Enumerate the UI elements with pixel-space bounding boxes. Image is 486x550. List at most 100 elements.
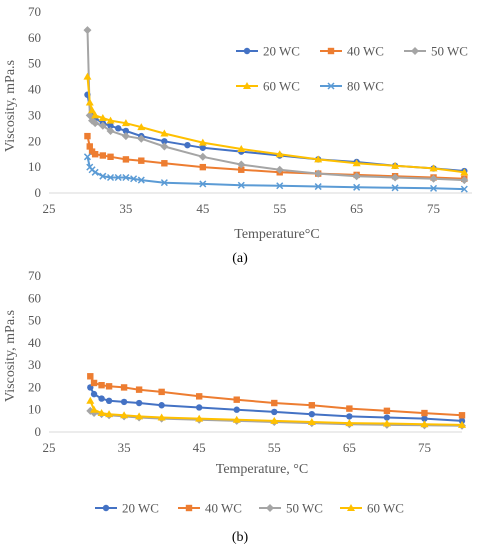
- panel-a-data-point: [460, 185, 468, 193]
- panel-a-data-point: [121, 132, 130, 141]
- panel-b-legend-item: 50 WC: [259, 501, 323, 516]
- panel-a-legend-label: 80 WC: [347, 79, 384, 94]
- panel-a-data-point: [161, 160, 168, 167]
- panel-a-data-point: [107, 122, 114, 129]
- panel-a-data-point: [83, 26, 92, 35]
- panel-b-data-point: [383, 414, 391, 421]
- panel-b-legend-marker: [266, 504, 274, 512]
- panel-a-data-point: [91, 111, 100, 119]
- panel-b-y-tick-label: 30: [28, 357, 41, 372]
- panel-b-legend-label: 60 WC: [367, 501, 404, 516]
- panel-a-data-point: [107, 153, 114, 160]
- panel-a-data-point: [429, 174, 438, 183]
- panel-a-data-point: [352, 172, 361, 181]
- panel-b-data-point: [270, 416, 279, 424]
- panel-a-y-tick-label: 70: [28, 4, 41, 19]
- panel-b-data-point: [271, 399, 278, 407]
- panel-b-legend-label: 40 WC: [205, 501, 242, 516]
- panel-a-data-point: [314, 155, 323, 163]
- panel-b-data-point: [90, 390, 98, 398]
- panel-a-y-tick-label: 10: [28, 159, 41, 174]
- panel-a-x-tick-label: 75: [427, 201, 440, 216]
- panel-b-data-point: [233, 396, 240, 403]
- panel-a-data-point: [199, 180, 207, 188]
- panel-a-data-point: [138, 157, 145, 164]
- panel-a-data-point: [238, 166, 245, 173]
- panel-a-x-tick-label: 65: [350, 201, 363, 216]
- panel-b-data-point: [135, 399, 143, 407]
- panel-b-data-point: [195, 414, 204, 422]
- panel-a-data-point: [275, 165, 284, 174]
- panel-a-data-point: [184, 141, 191, 149]
- panel-a-y-tick-label: 20: [28, 133, 41, 148]
- panel-b-legend-marker: [102, 504, 110, 512]
- panel-a-data-point: [352, 159, 361, 167]
- panel-b-data-point: [458, 412, 466, 419]
- panel-a-data-point: [137, 176, 145, 184]
- panel-a-data-point: [460, 176, 469, 185]
- panel-a-data-point: [106, 126, 115, 135]
- chart-panel-b: 0 10 20 30 40 50 60 70 25 35 45 55 65 75 20 WC 40 WC 50…: [3, 268, 466, 545]
- panel-a-data-point: [122, 173, 130, 182]
- panel-b-data-point: [421, 415, 428, 422]
- panel-a-data-point: [314, 183, 322, 191]
- panel-a-y-tick-label: 60: [28, 30, 41, 45]
- panel-a-legend-label: 60 WC: [263, 79, 300, 94]
- panel-b-data-point: [308, 410, 316, 418]
- panel-b-axes: 0 10 20 30 40 50 60 70 25 35 45 55 65 75: [28, 268, 462, 455]
- panel-a-data-point: [99, 172, 107, 180]
- panel-b-data-point: [345, 419, 354, 427]
- panel-b-data-point: [232, 415, 241, 423]
- panel-a-y-axis-label: Viscosity, mPa.s: [3, 60, 18, 152]
- panel-b-legend-item: 20 WC: [95, 501, 159, 516]
- panel-b-data-point: [420, 420, 429, 428]
- panel-b-data-point: [233, 406, 240, 413]
- panel-a-data-point: [83, 153, 91, 161]
- panel-a-data-point: [276, 182, 284, 190]
- panel-a-axes: 0 10 20 30 40 50 60 70 25 35 45 55 65 75: [28, 4, 472, 216]
- panel-a-series-60-wc: [83, 72, 469, 176]
- panel-a-data-point: [85, 98, 94, 106]
- panel-b-data-point: [105, 383, 113, 390]
- panel-b-x-tick-label: 25: [43, 440, 56, 455]
- panel-a-series: [83, 26, 469, 193]
- panel-a-legend-marker: [327, 82, 335, 90]
- panel-b-data-point: [346, 413, 353, 420]
- panel-b-data-point: [383, 407, 391, 415]
- panel-a-data-point: [88, 106, 97, 114]
- panel-b-data-point: [120, 411, 129, 419]
- panel-b-data-point: [120, 384, 128, 391]
- panel-b-y-tick-label: 0: [35, 424, 42, 439]
- panel-b-data-point: [98, 382, 105, 389]
- panel-b-data-point: [195, 393, 203, 400]
- panel-b-data-point: [158, 388, 165, 396]
- panel-a-data-point: [114, 173, 122, 182]
- panel-b-data-point: [458, 417, 466, 425]
- panel-a-data-point: [160, 129, 169, 137]
- panel-a-data-point: [391, 184, 399, 192]
- panel-a-data-point: [198, 152, 207, 161]
- panel-b-x-tick-label: 45: [193, 440, 206, 455]
- panel-a-data-point: [391, 173, 400, 182]
- panel-b-series: [86, 373, 466, 430]
- panel-b-data-point: [90, 379, 98, 387]
- panel-a-data-point: [137, 123, 146, 131]
- panel-b-legend-marker: [347, 504, 355, 511]
- panel-a-legend-label: 40 WC: [347, 44, 384, 59]
- panel-b-legend: 20 WC 40 WC 50 WC 60 WC: [95, 501, 404, 516]
- panel-b-legend-marker: [185, 504, 193, 512]
- panel-b-x-tick-label: 75: [418, 440, 431, 455]
- panel-a-data-point: [99, 152, 107, 159]
- panel-a-data-point: [115, 125, 122, 132]
- panel-a-series-80-wc: [83, 153, 468, 193]
- panel-b-y-tick-label: 70: [28, 268, 41, 283]
- panel-a-legend-item: 50 WC: [404, 44, 468, 59]
- panel-b-data-point: [87, 373, 94, 380]
- panel-a-x-axis-label: Temperature°C: [234, 227, 319, 242]
- panel-b-data-point: [135, 386, 143, 393]
- panel-b-legend-item: 60 WC: [340, 501, 404, 516]
- panel-a-legend-item: 40 WC: [320, 44, 384, 59]
- panel-a-data-point: [430, 184, 438, 192]
- panel-b-data-point: [105, 397, 113, 404]
- panel-a-data-point: [84, 132, 91, 140]
